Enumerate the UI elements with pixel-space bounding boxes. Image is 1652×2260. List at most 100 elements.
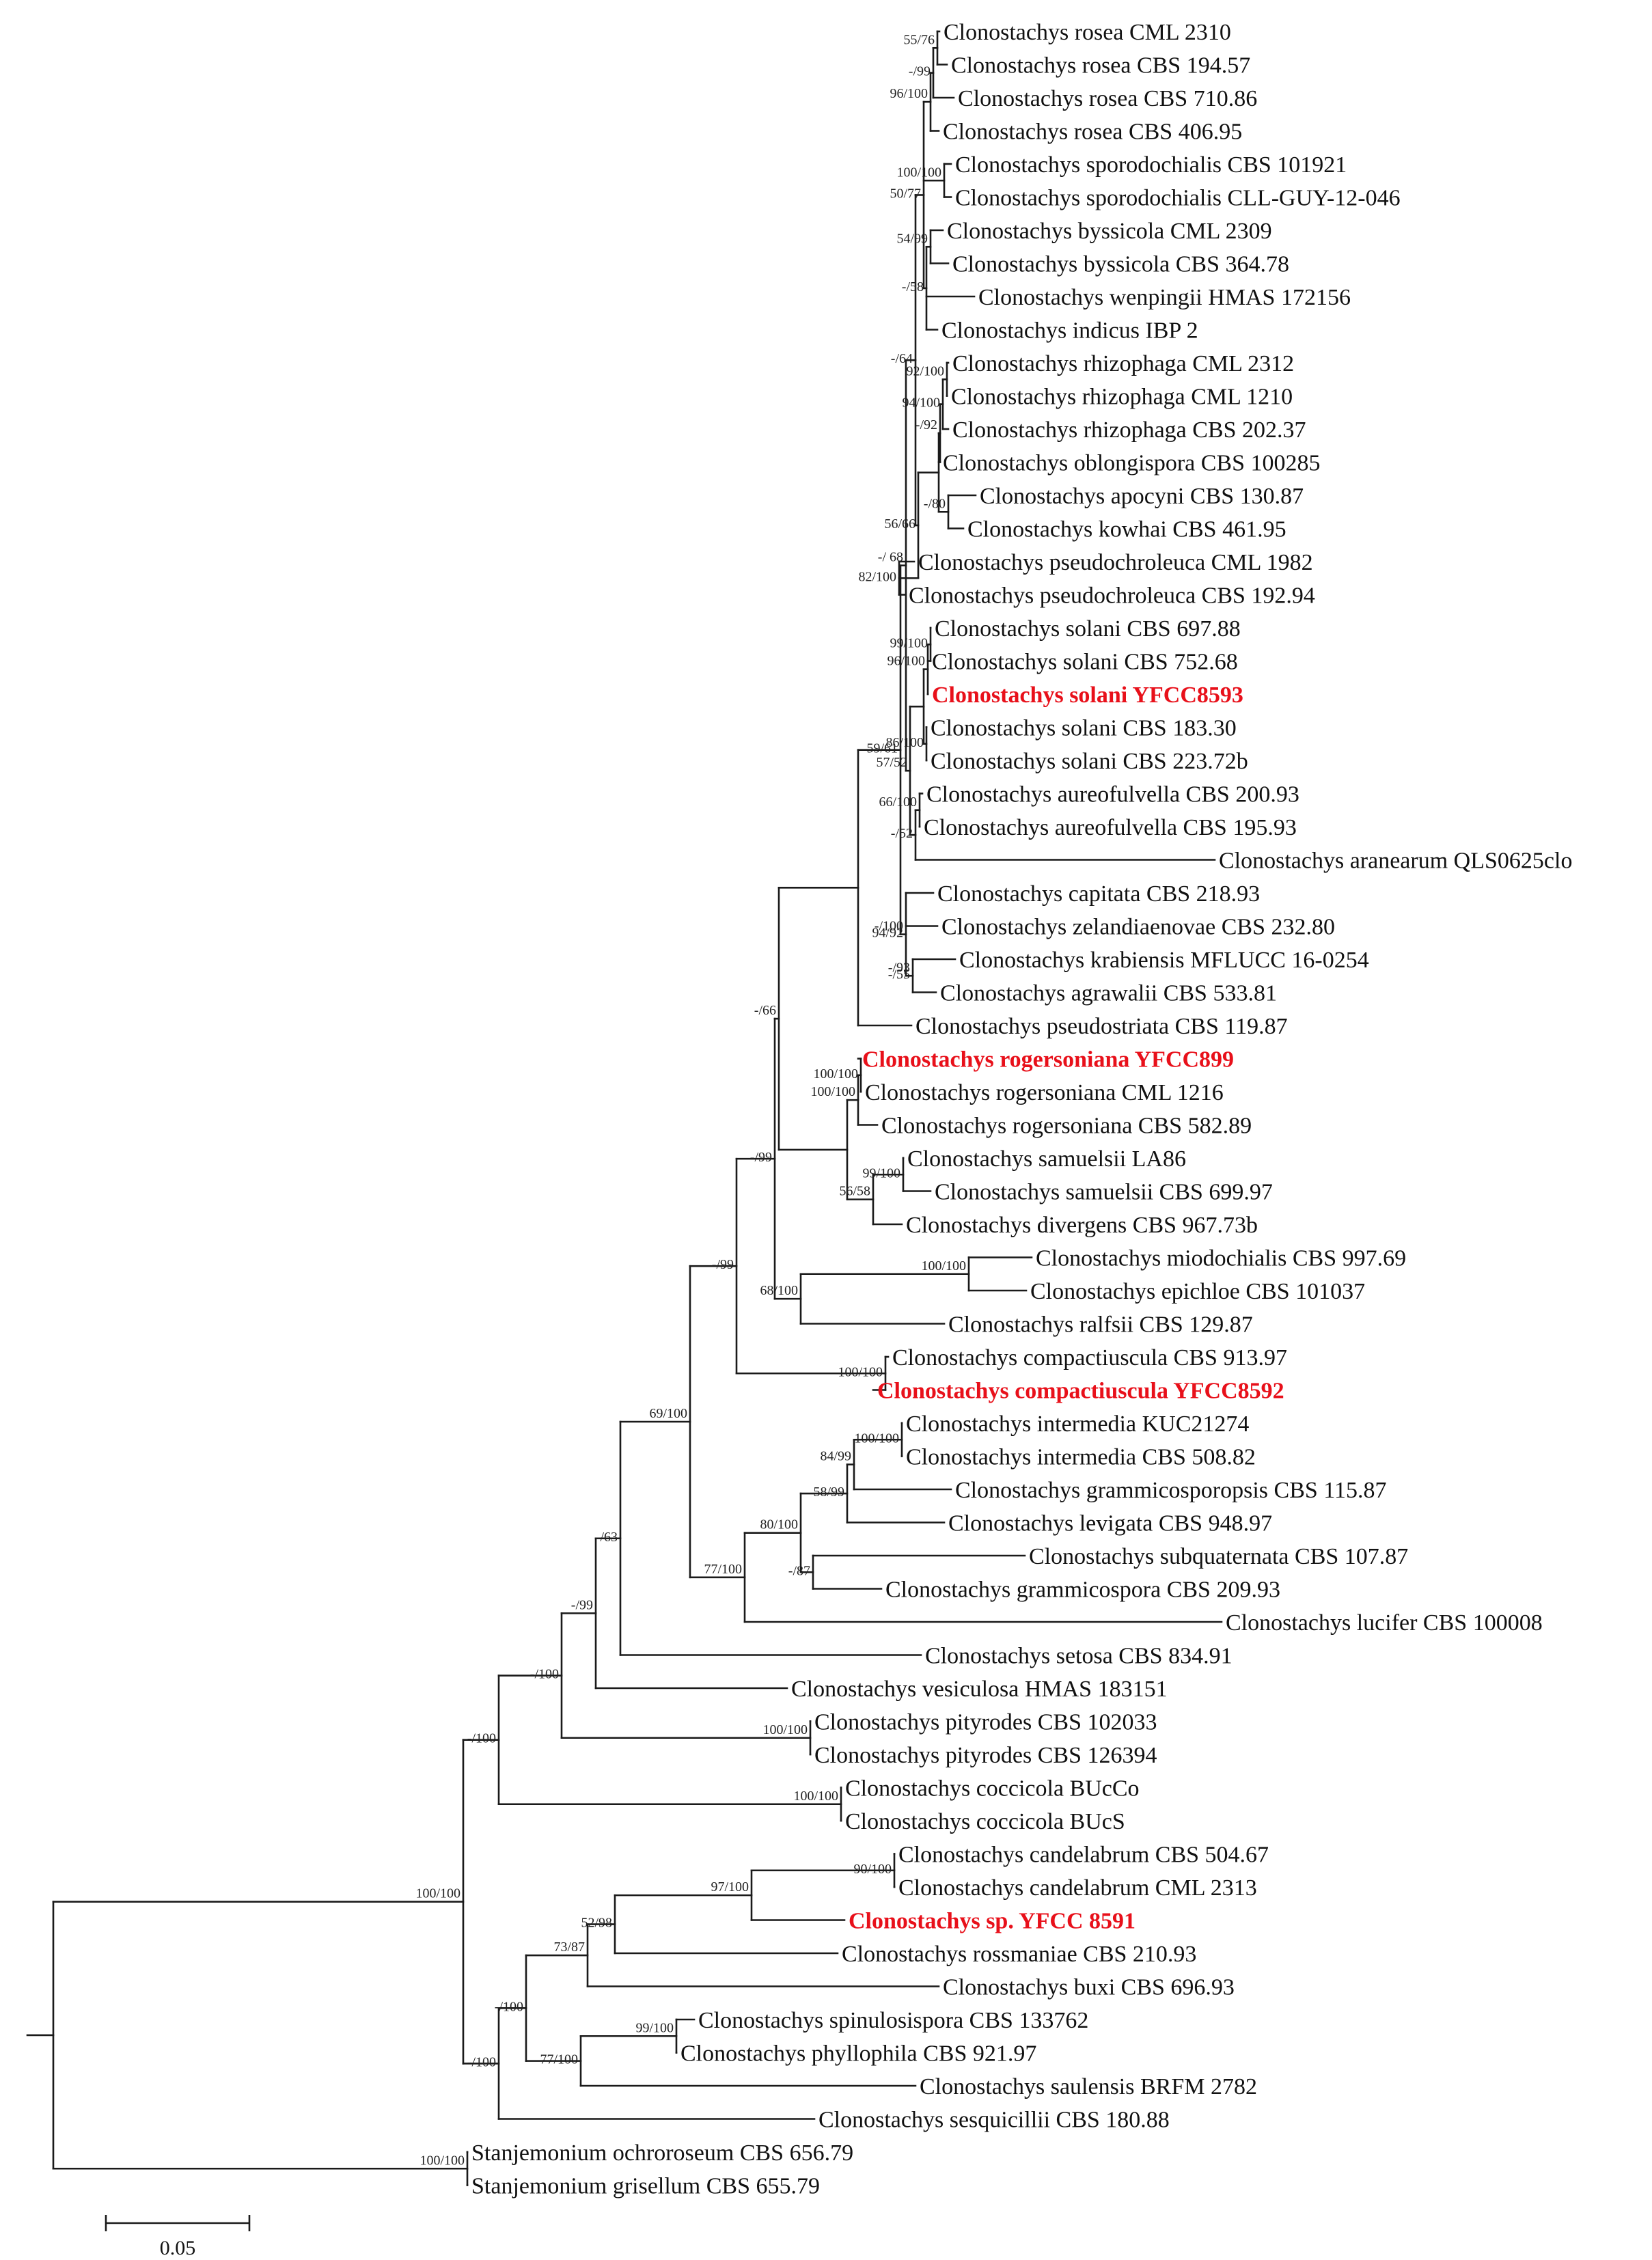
support-value: 69/100 <box>649 1406 687 1421</box>
support-value: 80/100 <box>760 1517 798 1532</box>
support-value: 100/100 <box>896 165 941 180</box>
support-value: 84/99 <box>820 1449 851 1464</box>
support-value: 52/98 <box>581 1916 612 1931</box>
support-value: -/52 <box>891 826 913 841</box>
support-value: -/99 <box>571 1597 593 1612</box>
support-value: 100/100 <box>813 1066 858 1081</box>
taxon-label: Clonostachys setosa CBS 834.91 <box>925 1644 1233 1669</box>
taxon-label: Clonostachys rosea CBS 406.95 <box>943 120 1242 145</box>
taxon-label: Clonostachys subquaternata CBS 107.87 <box>1029 1544 1408 1569</box>
taxon-label: Clonostachys candelabrum CBS 504.67 <box>898 1843 1269 1868</box>
support-value: -/99 <box>712 1257 734 1272</box>
taxon-label: Clonostachys rosea CBS 194.57 <box>951 53 1250 79</box>
support-value: -/100 <box>467 1731 496 1746</box>
support-value: 100/100 <box>854 1431 899 1446</box>
taxon-label: Stanjemonium ochroroseum CBS 656.79 <box>471 2140 853 2166</box>
support-value: 94/100 <box>902 396 940 411</box>
taxon-label: Clonostachys rossmaniae CBS 210.93 <box>842 1942 1196 1967</box>
support-value: -/99 <box>750 1150 772 1165</box>
taxon-label: Clonostachys rogersoniana CML 1216 <box>865 1080 1224 1105</box>
taxon-label: Clonostachys krabiensis MFLUCC 16-0254 <box>959 948 1369 973</box>
taxon-label: Clonostachys miodochialis CBS 997.69 <box>1036 1246 1406 1271</box>
taxon-label: Clonostachys pityrodes CBS 126394 <box>814 1743 1157 1768</box>
highlighted-taxon-label: Clonostachys compactiuscula YFCC8592 <box>877 1379 1284 1404</box>
support-value: 58/99 <box>813 1485 844 1500</box>
support-value: -/100 <box>530 1667 559 1682</box>
taxon-label: Clonostachys indicus IBP 2 <box>941 318 1198 344</box>
taxon-label: Clonostachys aranearum QLS0625clo <box>1219 849 1572 874</box>
support-value: 90/100 <box>853 1862 892 1877</box>
taxon-label: Clonostachys capitata CBS 218.93 <box>937 881 1260 907</box>
taxon-label: Clonostachys rhizophaga CML 1210 <box>951 385 1293 410</box>
taxon-label: Clonostachys levigata CBS 948.97 <box>948 1511 1272 1536</box>
taxon-label: Clonostachys solani CBS 183.30 <box>931 716 1237 741</box>
taxon-label: Clonostachys rosea CML 2310 <box>944 20 1231 45</box>
taxon-label: Clonostachys rhizophaga CML 2312 <box>952 351 1294 376</box>
support-value: -/55 <box>888 967 910 982</box>
taxon-label: Clonostachys candelabrum CML 2313 <box>898 1875 1257 1901</box>
support-value: 73/87 <box>553 1940 585 1955</box>
support-value: 99/100 <box>635 2020 674 2035</box>
support-value: 82/100 <box>858 569 896 584</box>
support-value: -/58 <box>902 279 924 294</box>
taxon-label: Clonostachys pseudochroleuca CML 1982 <box>918 550 1313 575</box>
support-value: 68/100 <box>760 1283 798 1298</box>
taxon-label: Clonostachys rogersoniana CBS 582.89 <box>881 1114 1252 1139</box>
taxon-label: Clonostachys pseudochroleuca CBS 192.94 <box>909 583 1315 609</box>
taxon-label: Clonostachys apocyni CBS 130.87 <box>980 484 1304 509</box>
support-value: -/93 <box>888 960 910 975</box>
support-value: 100/100 <box>419 2153 465 2168</box>
support-value: 77/100 <box>540 2052 578 2067</box>
taxon-label: Clonostachys rhizophaga CBS 202.37 <box>952 417 1306 443</box>
taxon-label: Stanjemonium grisellum CBS 655.79 <box>471 2174 820 2199</box>
support-value: -/100 <box>495 1999 523 2014</box>
support-value: -/64 <box>891 351 913 366</box>
taxon-label: Clonostachys spinulosispora CBS 133762 <box>698 2008 1088 2033</box>
support-value: 100/100 <box>921 1258 966 1273</box>
highlighted-taxon-label: Clonostachys rogersoniana YFCC899 <box>862 1047 1234 1073</box>
support-value: -/100 <box>875 919 903 934</box>
taxon-label: Clonostachys ralfsii CBS 129.87 <box>948 1312 1253 1338</box>
taxon-label: Clonostachys zelandiaenovae CBS 232.80 <box>941 915 1335 940</box>
taxon-label: Clonostachys byssicola CML 2309 <box>947 219 1272 244</box>
taxon-label: Clonostachys saulensis BRFM 2782 <box>920 2074 1257 2099</box>
taxon-label: Clonostachys oblongispora CBS 100285 <box>943 451 1321 476</box>
support-value: 94/92 <box>872 926 903 941</box>
taxon-label: Clonostachys coccicola BUcCo <box>845 1776 1140 1802</box>
support-value: 55/76 <box>903 32 935 47</box>
support-value: -/100 <box>467 2054 496 2069</box>
taxon-label: Clonostachys byssicola CBS 364.78 <box>952 252 1289 277</box>
taxon-label: Clonostachys aureofulvella CBS 195.93 <box>924 815 1297 840</box>
support-value: 54/99 <box>896 231 928 246</box>
taxon-label: Clonostachys sporodochialis CBS 101921 <box>955 152 1347 178</box>
support-value: 100/100 <box>838 1364 883 1379</box>
taxon-label: Clonostachys sesquicillii CBS 180.88 <box>818 2108 1170 2133</box>
taxon-label: Clonostachys phyllophila CBS 921.97 <box>680 2041 1036 2067</box>
support-value: -/63 <box>596 1530 618 1545</box>
scale-bar <box>105 2215 251 2231</box>
support-value: -/87 <box>788 1563 810 1578</box>
support-value: -/ 68 <box>878 550 903 565</box>
support-value: -/99 <box>909 64 931 79</box>
taxon-label: Clonostachys intermedia KUC21274 <box>906 1411 1249 1437</box>
taxon-label: Clonostachys pityrodes CBS 102033 <box>814 1710 1157 1735</box>
support-value: 96/100 <box>887 654 925 669</box>
support-value: -/92 <box>916 417 937 432</box>
taxon-label: Clonostachys buxi CBS 696.93 <box>943 1975 1235 2000</box>
taxon-labels: Clonostachys rosea CML 2310 Clonostachys … <box>471 20 1572 2199</box>
scale-bar-group: 0.05 <box>105 2215 251 2259</box>
taxon-label: Clonostachys wenpingii HMAS 172156 <box>978 285 1351 310</box>
support-value: 59/61 <box>866 741 898 756</box>
support-value: 100/100 <box>762 1722 808 1737</box>
support-value: 56/66 <box>884 516 916 532</box>
taxon-label: Clonostachys divergens CBS 967.73b <box>906 1213 1258 1238</box>
taxon-label: Clonostachys samuelsii LA86 <box>907 1146 1186 1172</box>
taxon-label: Clonostachys pseudostriata CBS 119.87 <box>916 1014 1288 1039</box>
taxon-label: Clonostachys aureofulvella CBS 200.93 <box>926 782 1299 808</box>
taxon-label: Clonostachys samuelsii CBS 699.97 <box>935 1180 1273 1205</box>
taxon-label: Clonostachys intermedia CBS 508.82 <box>906 1445 1256 1470</box>
support-value: 100/100 <box>793 1789 838 1804</box>
taxon-label: Clonostachys solani CBS 223.72b <box>931 749 1248 774</box>
support-value: 66/100 <box>879 795 917 810</box>
